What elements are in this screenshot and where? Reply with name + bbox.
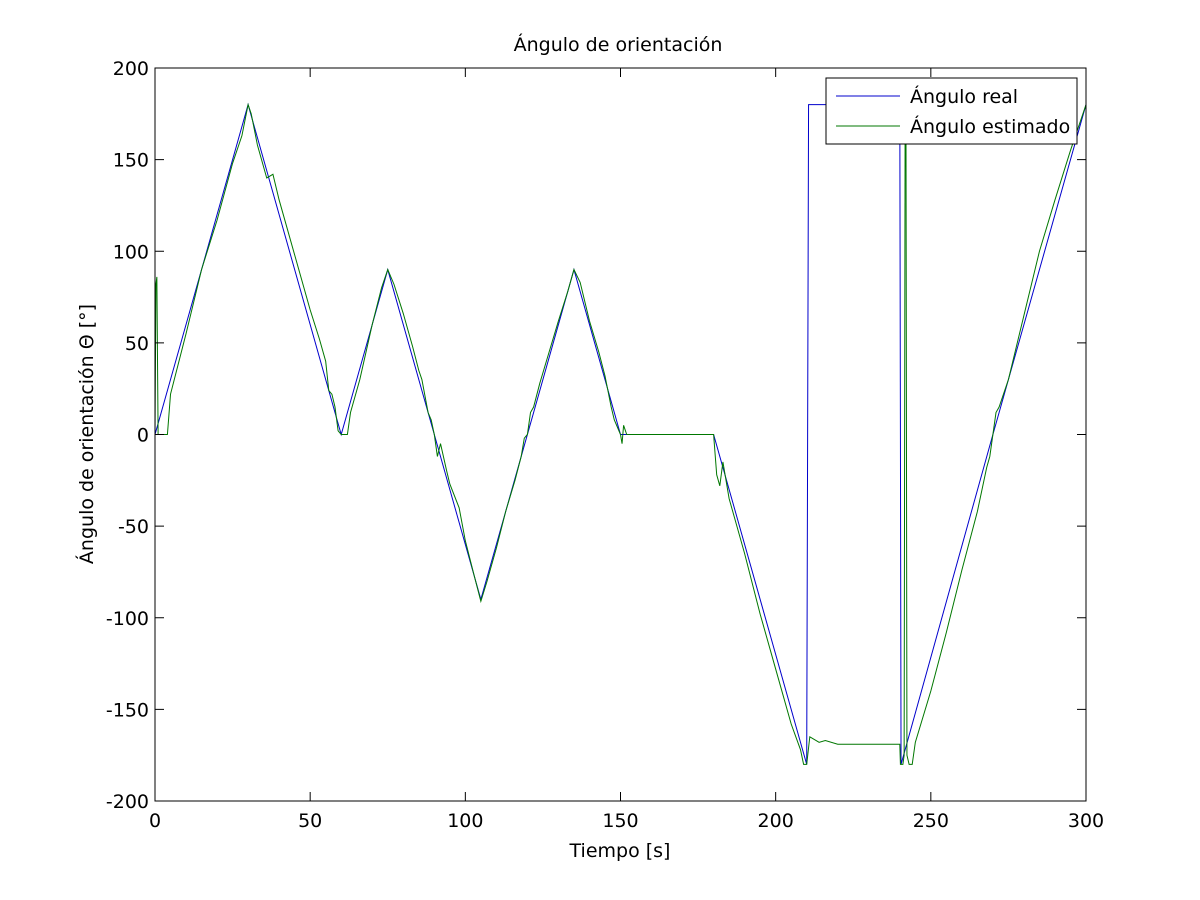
y-tick-label-150: 150 xyxy=(113,150,149,172)
y-tick-label-100: 100 xyxy=(113,241,149,263)
series-layer xyxy=(155,102,1086,765)
y-tick-label-50: 50 xyxy=(125,333,149,355)
y-tick-label--200: -200 xyxy=(106,791,149,813)
legend-label-angulo-real: Ángulo real xyxy=(910,85,1018,108)
chart-title: Ángulo de orientación xyxy=(514,33,723,56)
legend-box xyxy=(825,77,1078,145)
series-angulo-real-line xyxy=(155,102,1086,765)
x-tick-label-300: 300 xyxy=(1068,810,1104,832)
x-tick-label-200: 200 xyxy=(758,810,794,832)
x-tick-label-0: 0 xyxy=(149,810,161,832)
y-tick-label-0: 0 xyxy=(137,425,149,447)
y-tick-label--150: -150 xyxy=(106,699,149,721)
x-tick-label-100: 100 xyxy=(447,810,483,832)
legend-label-angulo-estimado: Ángulo estimado xyxy=(910,115,1070,138)
y-axis-ticks: -200 -150 -100 -50 0 50 100 150 200 xyxy=(106,58,1086,813)
x-tick-label-250: 250 xyxy=(913,810,949,832)
y-tick-label--100: -100 xyxy=(106,608,149,630)
y-axis-label: Ángulo de orientación Θ [°] xyxy=(75,304,98,564)
x-axis-label: Tiempo [s] xyxy=(569,840,671,862)
y-tick-label--50: -50 xyxy=(118,516,149,538)
y-tick-label-200: 200 xyxy=(113,58,149,80)
series-angulo-estimado-line xyxy=(155,102,1086,765)
x-tick-label-150: 150 xyxy=(602,810,638,832)
x-axis-ticks: 0 50 100 150 200 250 300 xyxy=(149,68,1104,832)
legend: Ángulo real Ángulo estimado xyxy=(825,77,1078,145)
x-tick-label-50: 50 xyxy=(298,810,322,832)
